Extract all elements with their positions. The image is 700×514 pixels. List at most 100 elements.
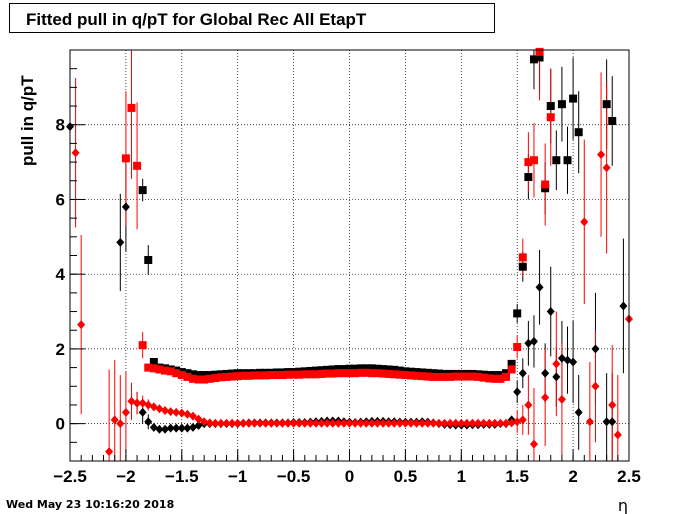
x-tick-label: 0.5 — [394, 467, 418, 486]
square-marker — [502, 372, 511, 381]
x-tick-label: −2 — [116, 467, 135, 486]
diamond-marker — [222, 418, 231, 428]
diamond-marker — [211, 418, 220, 428]
square-marker — [306, 370, 315, 379]
square-marker — [155, 365, 164, 374]
square-marker — [300, 370, 309, 379]
diamond-marker — [440, 418, 449, 428]
diamond-marker — [267, 418, 276, 428]
square-marker — [535, 53, 544, 62]
diamond-marker — [502, 418, 511, 428]
diamond-marker — [77, 320, 86, 330]
x-tick-label: −1.5 — [165, 467, 199, 486]
square-marker — [507, 359, 516, 368]
y-tick-label: 6 — [56, 190, 65, 209]
square-marker — [144, 363, 153, 372]
square-marker — [317, 369, 326, 378]
square-marker — [211, 374, 220, 383]
y-tick-label: 0 — [56, 415, 65, 434]
diamond-marker — [278, 418, 287, 428]
square-marker — [133, 161, 142, 170]
diamond-marker — [239, 418, 248, 428]
square-marker — [233, 372, 242, 381]
diamond-marker — [144, 417, 153, 427]
square-marker — [356, 364, 365, 373]
diamond-marker — [557, 394, 566, 404]
diamond-marker — [166, 423, 175, 433]
square-marker — [390, 370, 399, 379]
square-marker — [250, 371, 259, 380]
diamond-marker — [446, 418, 455, 428]
diamond-marker — [216, 418, 225, 428]
diamond-marker — [541, 392, 550, 402]
square-marker — [334, 365, 343, 374]
square-marker — [239, 371, 248, 380]
diamond-marker — [110, 415, 119, 425]
diamond-marker — [300, 418, 309, 428]
square-marker — [289, 370, 298, 379]
square-marker — [311, 370, 320, 379]
diamond-marker — [161, 406, 170, 416]
square-marker — [602, 100, 611, 109]
x-tick-label: −1 — [228, 467, 247, 486]
diamond-marker — [479, 418, 488, 428]
diamond-marker — [451, 418, 460, 428]
x-axis-label: η — [618, 496, 628, 514]
square-marker — [440, 372, 449, 381]
diamond-marker — [468, 418, 477, 428]
square-marker — [188, 370, 197, 379]
diamond-marker — [323, 418, 332, 428]
diamond-marker — [524, 400, 533, 410]
square-marker — [373, 364, 382, 373]
diamond-marker — [541, 368, 550, 378]
y-tick-label: 4 — [56, 265, 66, 284]
diamond-marker — [462, 418, 471, 428]
square-marker — [479, 373, 488, 382]
diamond-marker — [172, 423, 181, 433]
diamond-marker — [608, 417, 617, 427]
square-marker — [328, 365, 337, 374]
square-marker — [362, 368, 371, 377]
diamond-marker — [434, 418, 443, 428]
square-marker — [518, 253, 527, 262]
diamond-marker — [306, 418, 315, 428]
x-tick-label: 0 — [345, 467, 354, 486]
square-marker — [524, 173, 533, 182]
square-marker — [177, 371, 186, 380]
diamond-marker — [317, 418, 326, 428]
square-marker — [351, 369, 360, 378]
y-tick-label: 8 — [56, 116, 65, 135]
square-marker — [379, 365, 388, 374]
square-marker — [149, 357, 158, 366]
square-marker — [395, 366, 404, 375]
diamond-marker — [244, 418, 253, 428]
diamond-marker — [418, 418, 427, 428]
diamond-marker — [574, 407, 583, 417]
square-marker — [323, 369, 332, 378]
diamond-marker — [272, 418, 281, 428]
square-marker — [557, 100, 566, 109]
y-tick-label: 2 — [56, 340, 65, 359]
square-marker — [166, 367, 175, 376]
square-marker — [535, 47, 544, 56]
diamond-marker — [161, 424, 170, 434]
square-marker — [144, 255, 153, 264]
x-tick-label: −0.5 — [277, 467, 311, 486]
square-marker — [524, 158, 533, 167]
diamond-marker — [105, 447, 114, 457]
square-marker — [127, 103, 136, 112]
diamond-marker — [552, 359, 561, 369]
square-marker — [356, 368, 365, 377]
square-marker — [529, 156, 538, 165]
diamond-marker — [507, 418, 516, 428]
square-marker — [490, 374, 499, 383]
square-marker — [418, 372, 427, 381]
x-tick-label: 2 — [568, 467, 577, 486]
x-tick-label: 2.5 — [617, 467, 641, 486]
square-marker — [161, 366, 170, 375]
square-marker — [412, 371, 421, 380]
diamond-marker — [289, 418, 298, 428]
diamond-marker — [496, 418, 505, 428]
square-marker — [468, 372, 477, 381]
square-marker — [423, 372, 432, 381]
